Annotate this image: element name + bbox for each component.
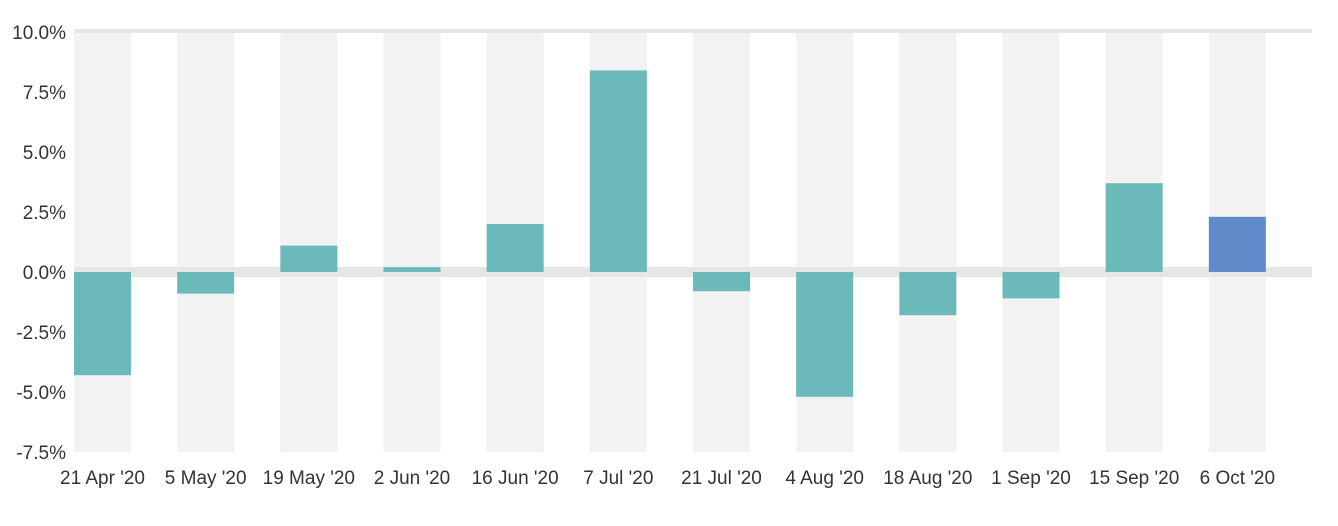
bar: [280, 245, 338, 272]
column-bands: [74, 32, 1266, 452]
x-tick-label: 4 Aug '20: [785, 468, 864, 489]
bar: [1208, 216, 1266, 272]
y-tick-label: 2.5%: [23, 203, 66, 224]
bar: [796, 272, 854, 397]
x-tick-label: 16 Jun '20: [472, 468, 559, 489]
column-band: [280, 32, 338, 452]
x-tick-label: 5 May '20: [165, 468, 247, 489]
bars: [74, 70, 1266, 397]
bar: [1105, 183, 1163, 272]
x-tick-label: 15 Sep '20: [1089, 468, 1179, 489]
y-tick-label: 5.0%: [23, 143, 66, 164]
x-tick-label: 18 Aug '20: [883, 468, 972, 489]
column-band: [74, 32, 131, 452]
y-tick-label: 10.0%: [12, 23, 66, 44]
x-tick-label: 21 Jul '20: [681, 468, 762, 489]
bar: [383, 267, 441, 272]
top-border: [74, 29, 1312, 33]
y-tick-label: -2.5%: [16, 323, 66, 344]
x-tick-label: 7 Jul '20: [583, 468, 653, 489]
y-tick-label: -5.0%: [16, 383, 66, 404]
column-band: [383, 32, 441, 452]
bar: [74, 272, 131, 376]
x-axis-ticks: 21 Apr '20 5 May '20 19 May '20 2 Jun '20 16…: [60, 468, 1275, 489]
x-tick-label: 2 Jun '20: [374, 468, 451, 489]
top-border-line: [74, 29, 1312, 33]
column-band: [1002, 32, 1060, 452]
y-axis-ticks: 10.0% 7.5% 5.0% 2.5% 0.0% -2.5% -5.0% -7.5%: [12, 23, 66, 464]
column-band: [177, 32, 235, 452]
x-tick-label: 19 May '20: [263, 468, 355, 489]
bar: [693, 272, 750, 292]
y-tick-label: 0.0%: [23, 263, 66, 284]
x-tick-label: 21 Apr '20: [60, 468, 145, 489]
y-tick-label: 7.5%: [23, 83, 66, 104]
column-band: [693, 32, 750, 452]
x-tick-label: 1 Sep '20: [991, 468, 1071, 489]
bar: [486, 224, 544, 272]
bar: [177, 272, 235, 294]
bar: [1002, 272, 1060, 299]
y-tick-label: -7.5%: [16, 443, 66, 464]
bar: [589, 70, 647, 273]
x-tick-label: 6 Oct '20: [1200, 468, 1275, 489]
bar: [899, 272, 957, 316]
column-band: [899, 32, 957, 452]
